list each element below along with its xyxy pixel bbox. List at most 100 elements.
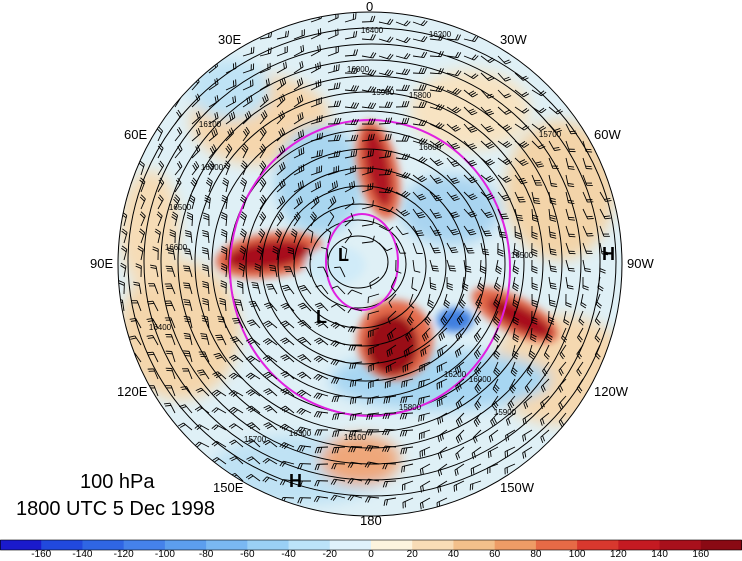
wind-barb-feather	[403, 172, 409, 178]
wind-barb-feather	[334, 447, 337, 454]
wind-barb-feather	[406, 69, 411, 75]
wind-barb-feather	[485, 193, 492, 197]
wind-barb-feather	[439, 468, 443, 475]
wind-barb	[152, 335, 159, 346]
wind-barb-feather	[531, 251, 538, 255]
wind-barb-feather	[265, 389, 271, 394]
wind-barb-feather	[485, 175, 492, 180]
wind-barb-feather	[300, 374, 307, 379]
wind-barb-feather	[284, 288, 291, 292]
wind-barb-feather	[425, 332, 429, 339]
wind-barb-feather	[354, 380, 357, 387]
wind-barb-feather	[220, 267, 227, 272]
wind-barb-feather	[384, 429, 388, 436]
wind-barb-feather	[420, 397, 423, 404]
wind-barb-feather	[494, 287, 500, 292]
wind-barb-feather	[578, 385, 583, 392]
wind-barb-feather	[418, 381, 420, 388]
wind-barb-feather	[489, 178, 495, 183]
wind-barb	[225, 85, 237, 91]
wind-barb-feather	[513, 350, 519, 355]
wind-barb-feather	[121, 230, 127, 236]
wind-barb-feather	[283, 444, 289, 450]
wind-barb-feather	[459, 331, 463, 338]
wind-barb-feather	[272, 245, 279, 250]
wind-barb-feather	[494, 284, 500, 290]
wind-barb-feather	[280, 180, 284, 187]
wind-barb	[207, 232, 210, 244]
wind-barb	[250, 389, 261, 397]
wind-barb-feather	[230, 391, 236, 396]
wind-barb-feather	[537, 144, 544, 148]
wind-barb-feather	[260, 113, 265, 120]
wind-barb	[344, 89, 356, 92]
wind-barb-feather	[156, 213, 162, 219]
wind-barb-feather	[455, 403, 459, 410]
wind-barb-feather	[351, 430, 354, 437]
wind-barb	[480, 140, 490, 149]
wind-barb	[302, 319, 312, 329]
wind-barb	[310, 186, 321, 193]
wind-barb-feather	[418, 67, 422, 74]
wind-barb	[276, 216, 284, 227]
lon-label-120e: 120E	[117, 384, 148, 399]
wind-barb-feather	[232, 111, 236, 118]
wind-barb-feather	[437, 350, 440, 357]
wind-barb-feather	[490, 420, 494, 427]
colorbar-swatch	[659, 540, 702, 550]
wind-barb	[514, 157, 524, 166]
wind-barb-feather	[530, 336, 537, 340]
wind-barb	[429, 191, 437, 202]
wind-barb-feather	[533, 197, 540, 200]
wind-barb-feather	[453, 215, 460, 218]
wind-barb-feather	[455, 34, 459, 41]
wind-barb-feather	[242, 160, 248, 166]
wind-barb-feather	[519, 159, 526, 163]
wind-barb-feather	[332, 431, 335, 438]
wind-barb-feather	[364, 478, 369, 485]
wind-barb-feather	[421, 178, 428, 183]
wind-barb-feather	[475, 419, 480, 426]
wind-barb	[440, 310, 448, 321]
wind-barb	[208, 65, 218, 74]
wind-barb-feather	[483, 253, 490, 256]
wind-barb-feather	[372, 102, 377, 109]
wind-barb-feather	[175, 179, 181, 186]
wind-barb	[480, 157, 490, 166]
wind-barb	[188, 283, 193, 295]
wind-barb-feather	[236, 280, 243, 284]
wind-barb-feather	[281, 78, 285, 85]
wind-barb	[473, 412, 482, 422]
wind-barb	[497, 123, 507, 132]
wind-barb-feather	[440, 319, 445, 326]
wind-barb-feather	[247, 373, 254, 379]
wind-barb	[153, 283, 159, 295]
wind-barb-feather	[314, 464, 318, 471]
wind-barb	[561, 327, 567, 339]
wind-barb-feather	[569, 130, 576, 133]
wind-barb-feather	[389, 187, 393, 194]
wind-barb-feather	[301, 112, 304, 119]
wind-barb-feather	[488, 95, 495, 99]
wind-barb-feather	[477, 315, 482, 322]
wind-barb-feather	[401, 101, 405, 108]
colorbar-tick-label: 0	[368, 549, 374, 560]
wind-barb-feather	[194, 406, 201, 411]
wind-barb-feather	[135, 265, 142, 269]
colorbar-tick-label: 100	[568, 549, 586, 560]
wind-barb	[412, 123, 424, 127]
wind-barb	[488, 429, 499, 437]
wind-barb-feather	[488, 77, 495, 82]
wind-barb-feather	[202, 285, 209, 289]
wind-barb-feather	[502, 124, 509, 129]
wind-barb-feather	[266, 357, 273, 362]
wind-barb	[548, 140, 555, 151]
wind-barb-feather	[195, 129, 199, 136]
wind-barb	[174, 215, 179, 227]
wind-barb-feather	[180, 406, 187, 409]
wind-barb-feather	[512, 367, 518, 373]
wind-barb-feather	[383, 499, 386, 506]
wind-barb	[220, 334, 227, 346]
wind-barb-feather	[211, 407, 217, 412]
wind-barb-feather	[511, 369, 517, 375]
